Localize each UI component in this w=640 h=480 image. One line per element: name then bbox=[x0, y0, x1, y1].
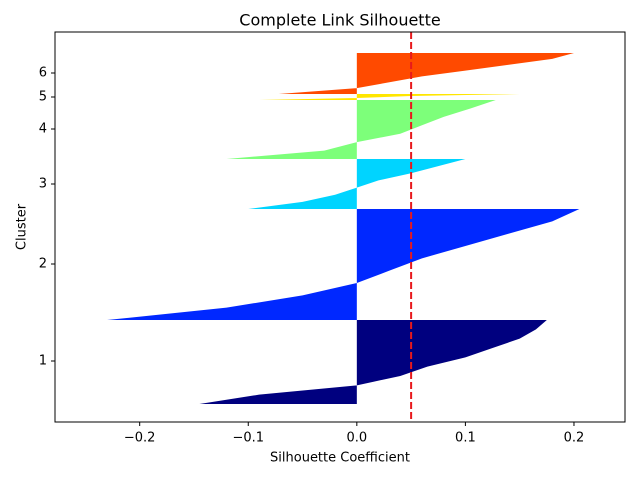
x-axis-label: Silhouette Coefficient bbox=[270, 451, 410, 466]
cluster-silhouette bbox=[199, 320, 547, 404]
x-tick-label: 0.2 bbox=[564, 431, 585, 446]
x-tick-label: −0.2 bbox=[124, 431, 156, 446]
cluster-silhouette bbox=[259, 94, 520, 100]
x-tick-label: −0.1 bbox=[232, 431, 264, 446]
chart-title: Complete Link Silhouette bbox=[239, 11, 440, 30]
cluster-silhouette bbox=[107, 209, 580, 320]
y-axis-label: Cluster bbox=[15, 203, 30, 250]
y-tick-label: 6 bbox=[39, 66, 47, 81]
y-tick-label: 5 bbox=[39, 90, 47, 105]
y-tick-label: 1 bbox=[39, 354, 47, 369]
y-tick-label: 2 bbox=[39, 257, 47, 272]
cluster-silhouette bbox=[226, 100, 496, 159]
cluster-silhouette bbox=[248, 159, 466, 209]
x-tick-label: 0.1 bbox=[455, 431, 476, 446]
plot-frame bbox=[54, 31, 626, 423]
y-tick-label: 3 bbox=[39, 177, 47, 192]
cluster-silhouette bbox=[278, 53, 574, 94]
y-tick-label: 4 bbox=[39, 122, 47, 137]
x-tick-label: 0.0 bbox=[346, 431, 367, 446]
